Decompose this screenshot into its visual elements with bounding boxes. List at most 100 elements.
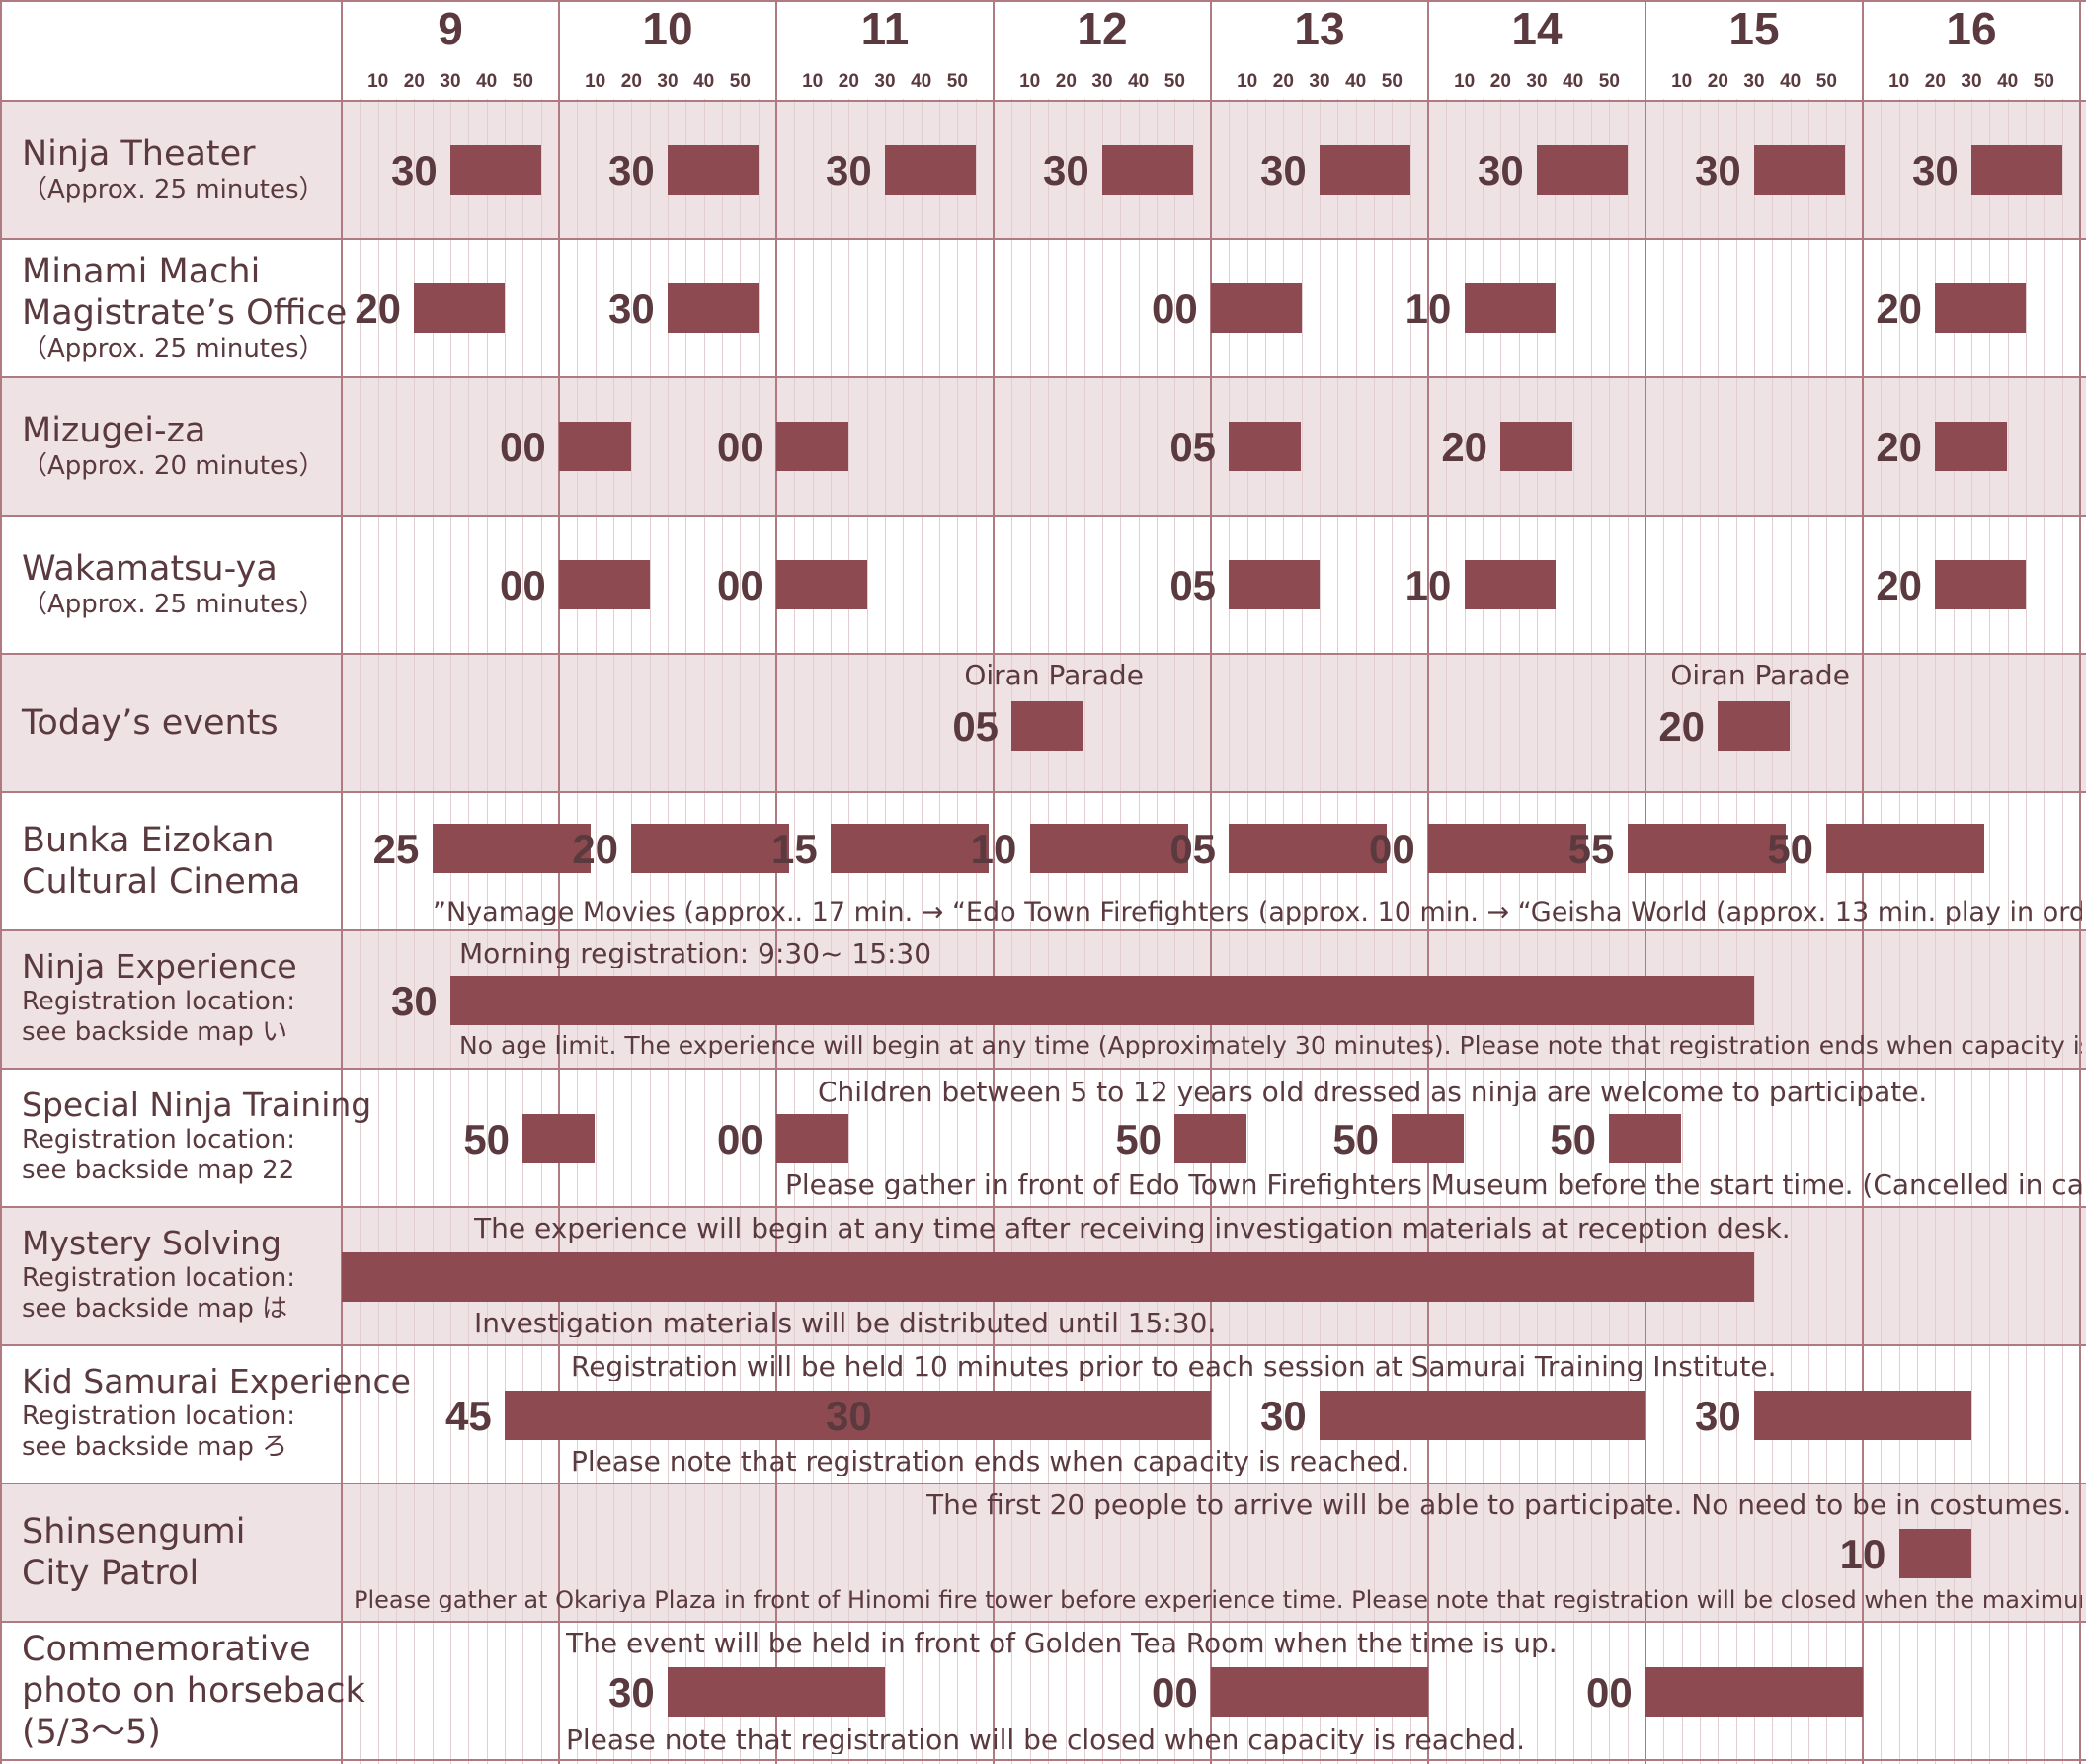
session-start-minute: 30 <box>1695 1393 1741 1439</box>
minute-label: 50 <box>946 71 968 92</box>
hour-divider <box>558 0 560 1764</box>
session-start-minute: 00 <box>717 1116 763 1163</box>
row-title: Ninja Experience <box>22 947 297 986</box>
session-start-minute: 50 <box>1115 1116 1163 1163</box>
hour-label: 14 <box>1511 3 1563 54</box>
session-start-minute: 30 <box>1478 147 1524 194</box>
minute-gridline <box>975 99 977 1764</box>
session-start-minute: 00 <box>717 562 763 608</box>
minute-gridline <box>1283 99 1285 1764</box>
minute-gridline <box>1609 99 1611 1764</box>
session-start-minute: 10 <box>970 826 1017 872</box>
minute-gridline <box>1555 99 1557 1764</box>
minute-gridline <box>1572 99 1574 1764</box>
row-subtitle: Registration location: <box>22 1401 295 1431</box>
row-subtitle: （Approx. 25 minutes） <box>22 334 325 363</box>
minute-gridline <box>522 99 524 1764</box>
session-bar <box>1011 701 1084 751</box>
minute-gridline <box>1700 99 1701 1764</box>
session-start-minute: 20 <box>355 285 402 332</box>
hour-label: 9 <box>438 3 463 54</box>
minute-label: 50 <box>729 71 751 92</box>
minute-label: 30 <box>440 71 461 92</box>
minute-label: 10 <box>802 71 824 92</box>
row-note: Please gather in front of Edo Town Firef… <box>785 1171 2082 1199</box>
minute-gridline <box>505 99 506 1764</box>
minute-gridline <box>1772 99 1774 1764</box>
row-title: Minami Machi Magistrate’s Office <box>22 252 348 333</box>
session-bar <box>522 1114 596 1163</box>
minute-gridline <box>414 99 416 1764</box>
minute-label: 50 <box>1598 71 1620 92</box>
minute-label: 20 <box>1707 71 1728 92</box>
minute-gridline <box>2044 99 2046 1764</box>
minute-gridline <box>1464 99 1466 1764</box>
session-bar <box>776 422 848 471</box>
minute-gridline <box>1681 99 1683 1764</box>
row-label: Mystery Solving Registration location: see… <box>22 1224 295 1324</box>
session-start-minute: 50 <box>1550 1116 1597 1163</box>
minute-label: 40 <box>1780 71 1802 92</box>
minute-gridline <box>1518 99 1520 1764</box>
session-bar <box>1935 283 2027 333</box>
minute-label: 50 <box>2033 71 2054 92</box>
table-border <box>0 0 2 1764</box>
row-note: Please note that registration will be cl… <box>566 1726 1526 1754</box>
table-border <box>0 0 2086 2</box>
minute-gridline <box>722 99 723 1764</box>
session-start-minute: 20 <box>1876 562 1923 608</box>
session-bar <box>1229 824 1388 873</box>
row-divider <box>0 100 2086 102</box>
minute-gridline <box>939 99 940 1764</box>
minute-label: 10 <box>585 71 606 92</box>
hour-divider <box>2079 0 2081 1764</box>
minute-gridline <box>468 99 470 1764</box>
minute-gridline <box>1301 99 1303 1764</box>
minute-gridline <box>649 99 651 1764</box>
session-bar <box>1609 1114 1682 1163</box>
session-start-minute: 30 <box>391 147 438 194</box>
session-start-minute: 20 <box>1441 424 1488 470</box>
minute-gridline <box>1917 99 1918 1764</box>
minute-label: 30 <box>1526 71 1548 92</box>
session-bar <box>559 560 650 609</box>
session-bar <box>1320 145 1410 195</box>
hour-label: 15 <box>1728 3 1780 54</box>
minute-label: 40 <box>693 71 715 92</box>
row-label: Ninja Experience Registration location: se… <box>22 947 297 1048</box>
row-divider <box>0 1068 2086 1070</box>
row-note: The experience will begin at any time af… <box>474 1215 1791 1243</box>
session-bar <box>885 1391 1211 1440</box>
session-bar <box>776 1114 848 1163</box>
session-start-minute: 30 <box>1260 1393 1307 1439</box>
minute-label: 40 <box>1997 71 2019 92</box>
session-start-minute: 00 <box>1369 826 1415 872</box>
session-start-minute: 50 <box>1332 1116 1380 1163</box>
minute-gridline <box>1735 99 1737 1764</box>
minute-gridline <box>577 99 579 1764</box>
minute-gridline <box>1048 99 1049 1764</box>
session-start-minute: 20 <box>1658 703 1706 750</box>
session-bar <box>1718 701 1791 751</box>
session-start-minute: 50 <box>463 1116 511 1163</box>
row-label: Today’s events <box>22 702 279 744</box>
row-note: Registration will be held 10 minutes pri… <box>571 1353 1777 1381</box>
minute-label: 10 <box>1237 71 1258 92</box>
minute-label: 30 <box>1309 71 1330 92</box>
hour-divider <box>1427 0 1429 1764</box>
session-bar <box>1754 1391 1971 1440</box>
row-note: Investigation materials will be distribu… <box>474 1310 1217 1337</box>
minute-gridline <box>668 99 669 1764</box>
minute-gridline <box>831 99 832 1764</box>
session-bar <box>505 1391 885 1440</box>
session-bar <box>668 145 759 195</box>
session-start-minute: 30 <box>391 978 438 1024</box>
row-note: No age limit. The experience will begin … <box>459 1033 2082 1058</box>
session-start-minute: 30 <box>608 1669 655 1716</box>
session-start-minute: 30 <box>826 1393 872 1439</box>
row-subtitle: see backside map は <box>22 1293 288 1323</box>
row-divider <box>0 376 2086 378</box>
minute-gridline <box>1935 99 1937 1764</box>
minute-gridline <box>1953 99 1955 1764</box>
